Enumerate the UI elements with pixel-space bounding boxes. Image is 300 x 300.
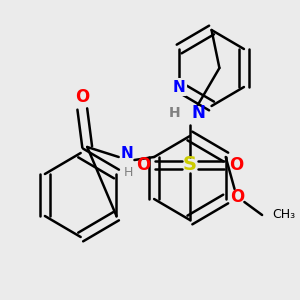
Text: N: N <box>192 104 206 122</box>
Text: S: S <box>183 155 197 175</box>
Text: H: H <box>168 106 180 120</box>
Text: O: O <box>229 156 243 174</box>
Text: O: O <box>75 88 89 106</box>
Text: CH₃: CH₃ <box>272 208 295 221</box>
Text: O: O <box>136 156 151 174</box>
Text: N: N <box>120 146 133 161</box>
Text: N: N <box>173 80 185 94</box>
Text: H: H <box>124 166 133 178</box>
Text: O: O <box>230 188 244 206</box>
